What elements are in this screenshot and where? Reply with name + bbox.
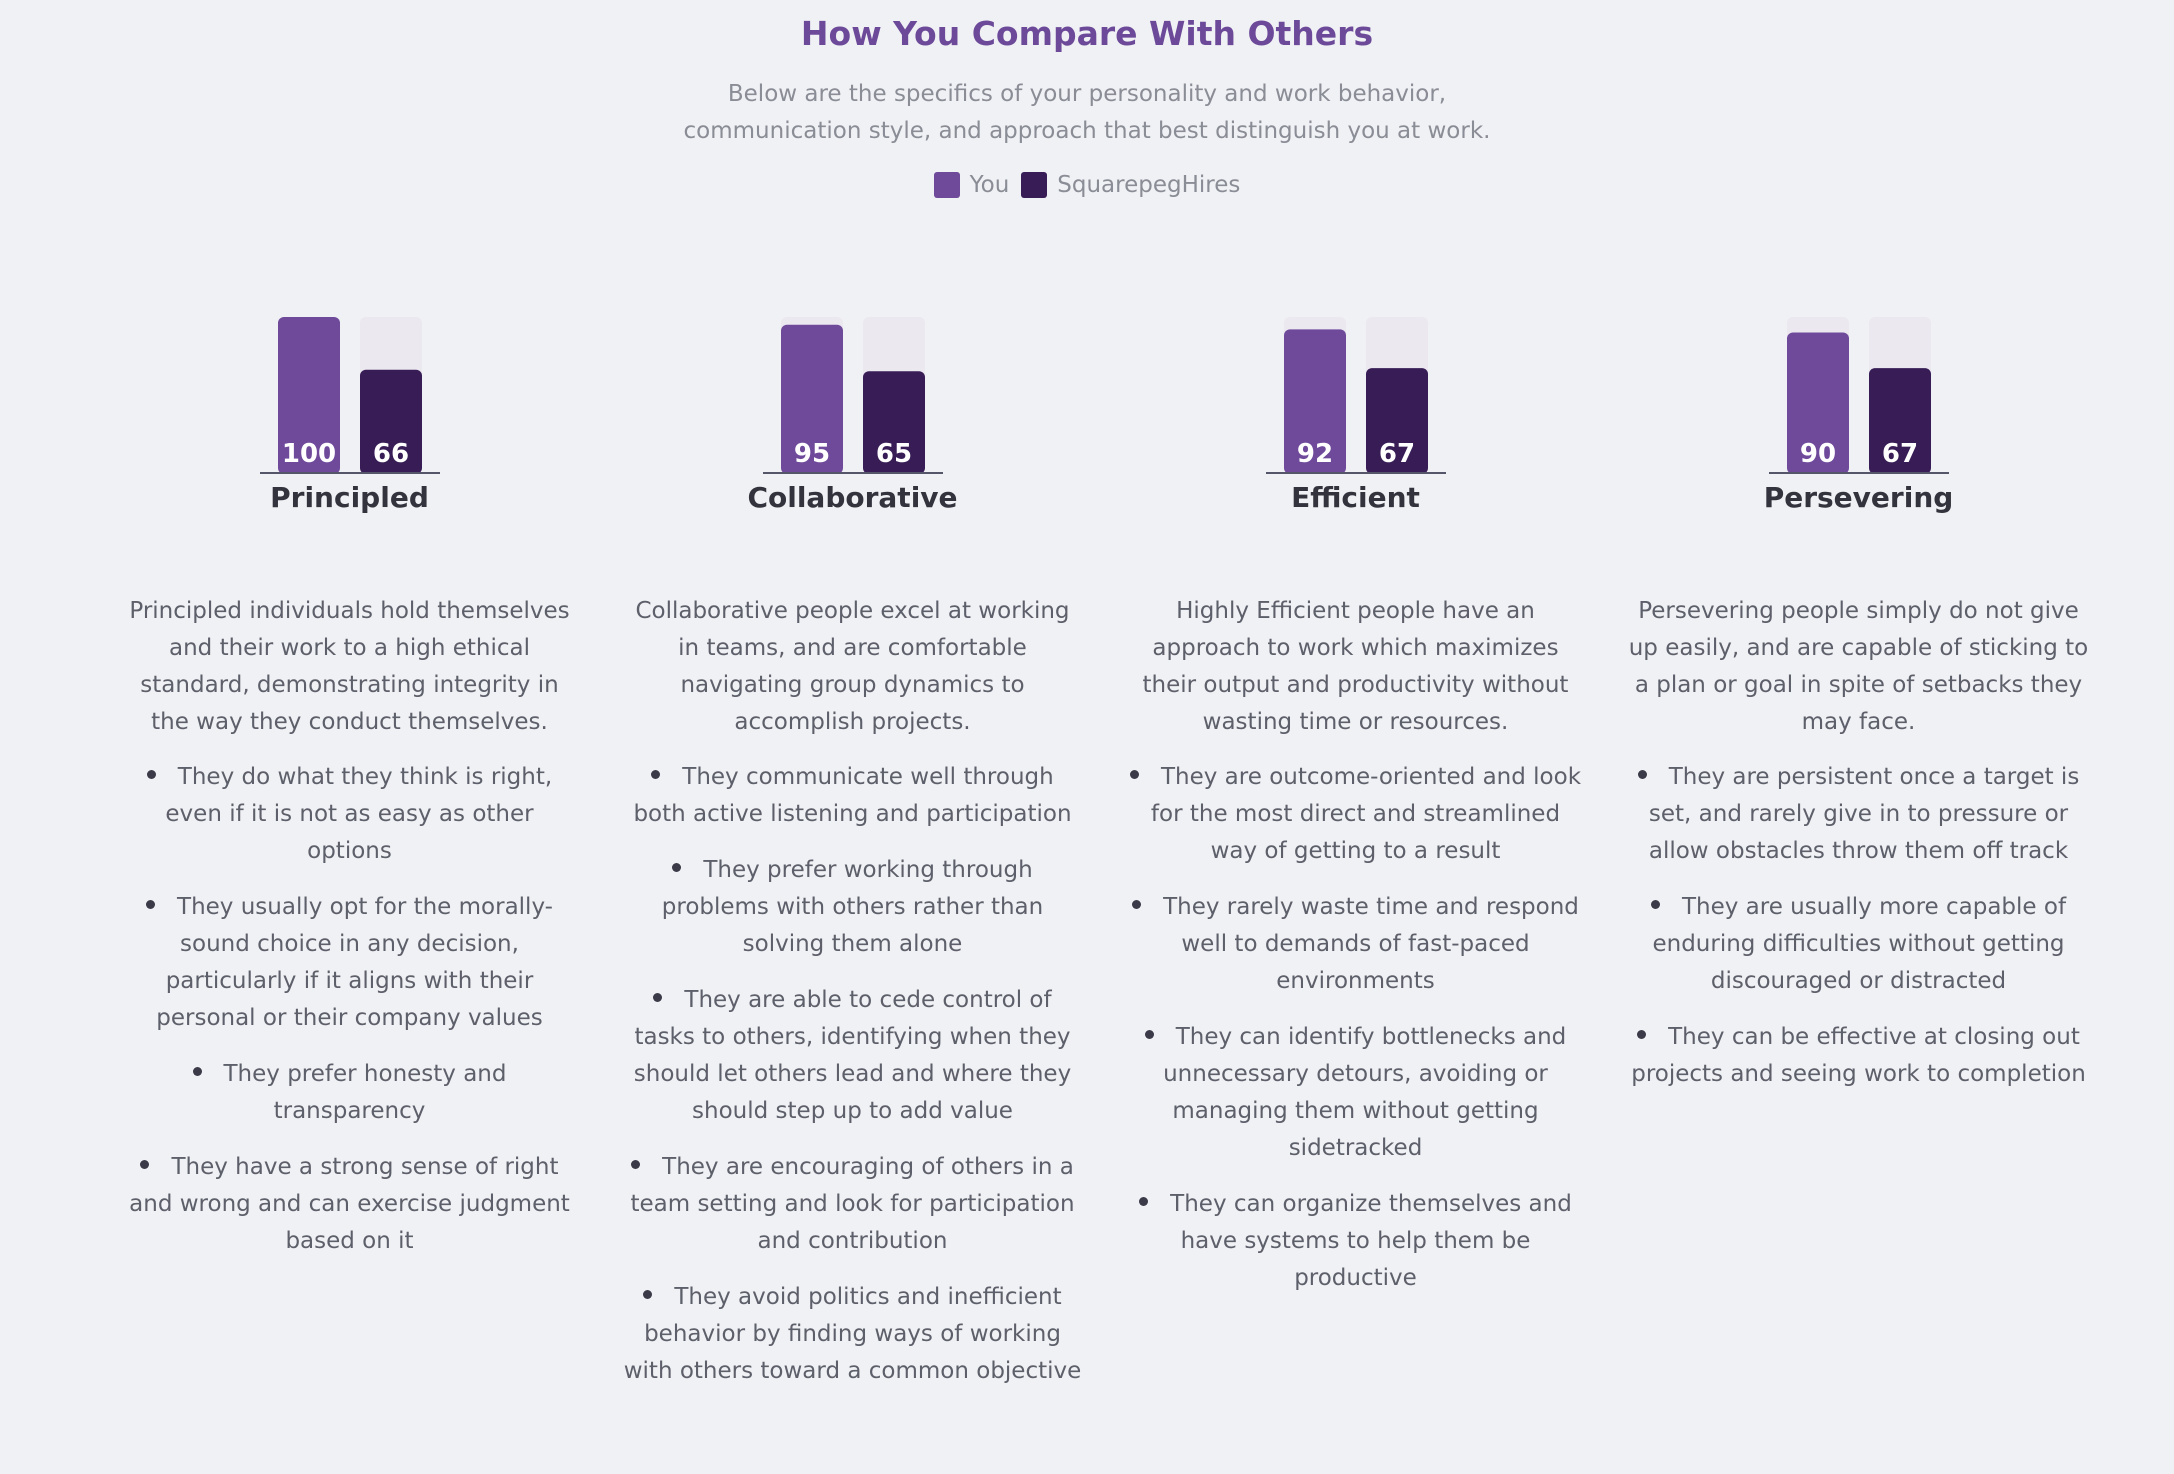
trait-name: Collaborative xyxy=(747,481,958,514)
trait-bullet: They can identify bottlenecks and unnece… xyxy=(1126,1019,1586,1167)
bar-value-label: 100 xyxy=(281,439,335,469)
bullet-dot-icon xyxy=(140,1160,150,1169)
trait-bullet: They have a strong sense of right and wr… xyxy=(120,1149,580,1260)
bullet-dot-icon xyxy=(1132,900,1142,909)
bar-value-label: 65 xyxy=(875,439,911,469)
chart-legend: You SquarepegHires xyxy=(0,172,2174,198)
legend-label-you: You xyxy=(969,172,1010,198)
bullet-text: They avoid politics and inefficient beha… xyxy=(623,1284,1082,1384)
trait-bullet-list: They are persistent once a target is set… xyxy=(1629,759,2089,1093)
legend-item-you: You xyxy=(933,172,1010,198)
bullet-text: They have a strong sense of right and wr… xyxy=(129,1154,570,1254)
bullet-text: They prefer honesty and transparency xyxy=(223,1061,507,1124)
trait-bullet: They avoid politics and inefficient beha… xyxy=(623,1279,1083,1390)
page-subtitle: Below are the specifics of your personal… xyxy=(683,81,1491,144)
bullet-dot-icon xyxy=(192,1067,202,1076)
bar-you xyxy=(1283,329,1346,474)
bar-value-label: 66 xyxy=(372,439,408,469)
bullet-text: They can identify bottlenecks and unnece… xyxy=(1163,1024,1567,1161)
trait-bullet: They can organize themselves and have sy… xyxy=(1126,1186,1586,1297)
bullet-text: They rarely waste time and respond well … xyxy=(1163,894,1579,994)
bar-chart-principled: 100 66 xyxy=(259,317,440,474)
bullet-dot-icon xyxy=(1139,1197,1149,1206)
page-title: How You Compare With Others xyxy=(800,14,1374,53)
trait-bullet: They are persistent once a target is set… xyxy=(1629,759,2089,870)
bar-value-label: 95 xyxy=(793,439,829,469)
legend-swatch-others xyxy=(1021,172,1048,198)
bullet-dot-icon xyxy=(146,900,156,909)
bar-squarepeghires xyxy=(359,369,422,474)
bullet-dot-icon xyxy=(1650,900,1660,909)
trait-name: Principled xyxy=(270,481,429,514)
bullet-dot-icon xyxy=(651,770,661,779)
bar-squarepeghires xyxy=(1868,368,1931,474)
trait-name: Persevering xyxy=(1763,481,1954,514)
trait-bullet: They are usually more capable of endurin… xyxy=(1629,889,2089,1000)
bullet-text: They usually opt for the morally-sound c… xyxy=(156,894,553,1031)
trait-chart: 90 67 xyxy=(1607,300,2110,475)
bullet-dot-icon xyxy=(653,993,663,1002)
trait-description: Collaborative people excel at working in… xyxy=(635,598,1070,735)
trait-name: Efficient xyxy=(1291,481,1420,514)
trait-bullet: They are encouraging of others in a team… xyxy=(623,1149,1083,1260)
trait-bullet: They usually opt for the morally-sound c… xyxy=(120,889,580,1037)
trait-chart: 95 65 xyxy=(601,300,1104,475)
bullet-dot-icon xyxy=(146,770,156,779)
bar-you xyxy=(1786,332,1849,474)
trait-bullet-list: They do what they think is right, even i… xyxy=(120,759,580,1260)
trait-description: Highly Efficient people have an approach… xyxy=(1142,598,1569,735)
bar-you xyxy=(780,324,843,474)
bullet-dot-icon xyxy=(1144,1030,1154,1039)
trait-column-efficient: 92 67 Efficient Highly Efficient people h… xyxy=(1104,300,1607,1409)
bullet-text: They are able to cede control of tasks t… xyxy=(633,987,1072,1124)
bullet-text: They do what they think is right, even i… xyxy=(165,764,553,864)
legend-label-others: SquarepegHires xyxy=(1057,172,1241,198)
bullet-text: They are outcome-oriented and look for t… xyxy=(1150,764,1582,864)
trait-description: Persevering people simply do not give up… xyxy=(1628,598,2089,735)
trait-column-persevering: 90 67 Persevering Persevering people simp… xyxy=(1607,300,2110,1409)
bullet-text: They are persistent once a target is set… xyxy=(1648,764,2080,864)
legend-item-others: SquarepegHires xyxy=(1021,172,1240,198)
bar-chart-efficient: 92 67 xyxy=(1265,317,1446,474)
bar-value-label: 67 xyxy=(1378,439,1414,469)
trait-chart: 92 67 xyxy=(1104,300,1607,475)
trait-bullet-list: They are outcome-oriented and look for t… xyxy=(1126,759,1586,1297)
bar-chart-persevering: 90 67 xyxy=(1768,317,1949,474)
bar-chart-collaborative: 95 65 xyxy=(762,317,943,474)
bar-value-label: 92 xyxy=(1296,439,1332,469)
bullet-text: They can organize themselves and have sy… xyxy=(1170,1191,1572,1291)
bullet-dot-icon xyxy=(643,1290,653,1299)
bar-squarepeghires xyxy=(862,371,925,474)
trait-columns: 100 66 Principled Principled individuals … xyxy=(98,300,2098,1409)
trait-description: Principled individuals hold themselves a… xyxy=(129,598,570,735)
trait-bullet: They can be effective at closing out pro… xyxy=(1629,1019,2089,1093)
trait-bullet: They prefer working through problems wit… xyxy=(623,852,1083,963)
bullet-dot-icon xyxy=(1637,1030,1647,1039)
trait-column-principled: 100 66 Principled Principled individuals … xyxy=(98,300,601,1409)
trait-bullet-list: They communicate well through both activ… xyxy=(623,759,1083,1390)
bullet-text: They prefer working through problems wit… xyxy=(661,857,1044,957)
bullet-text: They can be effective at closing out pro… xyxy=(1631,1024,2086,1087)
bar-you xyxy=(277,317,340,474)
trait-bullet: They rarely waste time and respond well … xyxy=(1126,889,1586,1000)
bullet-dot-icon xyxy=(672,863,682,872)
bullet-dot-icon xyxy=(1637,770,1647,779)
trait-bullet: They prefer honesty and transparency xyxy=(120,1056,580,1130)
bullet-dot-icon xyxy=(631,1160,641,1169)
trait-chart: 100 66 xyxy=(98,300,601,475)
bullet-text: They communicate well through both activ… xyxy=(633,764,1072,827)
bar-value-label: 90 xyxy=(1799,439,1835,469)
legend-swatch-you xyxy=(933,172,960,198)
trait-column-collaborative: 95 65 Collaborative Collaborative people … xyxy=(601,300,1104,1409)
trait-bullet: They are outcome-oriented and look for t… xyxy=(1126,759,1586,870)
bar-value-label: 67 xyxy=(1881,439,1917,469)
trait-bullet: They are able to cede control of tasks t… xyxy=(623,982,1083,1130)
bullet-text: They are usually more capable of endurin… xyxy=(1652,894,2067,994)
trait-bullet: They do what they think is right, even i… xyxy=(120,759,580,870)
bullet-text: They are encouraging of others in a team… xyxy=(630,1154,1075,1254)
bullet-dot-icon xyxy=(1129,770,1139,779)
bar-squarepeghires xyxy=(1365,368,1428,474)
trait-bullet: They communicate well through both activ… xyxy=(623,759,1083,833)
